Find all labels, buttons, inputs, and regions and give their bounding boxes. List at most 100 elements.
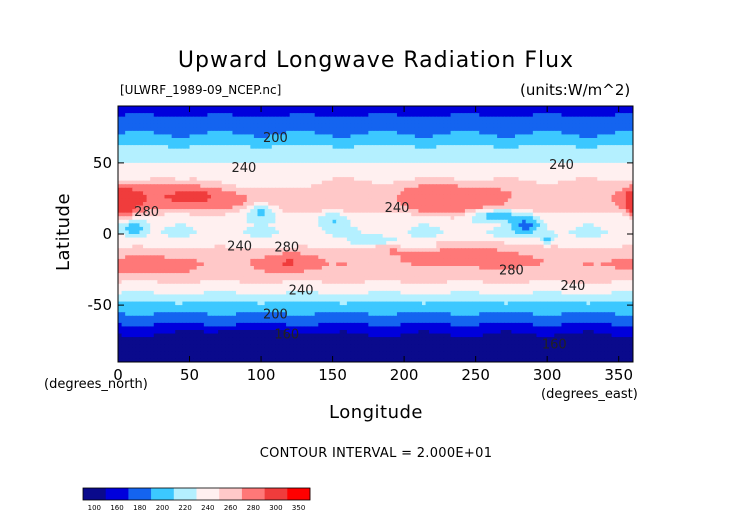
- heatmap-cell: [407, 152, 412, 157]
- heatmap-cell: [536, 109, 541, 114]
- heatmap-cell: [321, 166, 327, 171]
- heatmap-cell: [243, 145, 248, 150]
- heatmap-cell: [597, 106, 602, 111]
- heatmap-cell: [125, 173, 130, 178]
- heatmap-cell: [550, 155, 555, 160]
- heatmap-cell: [289, 170, 294, 175]
- heatmap-cell: [189, 159, 194, 164]
- heatmap-cell: [357, 162, 362, 168]
- heatmap-cell: [407, 130, 412, 136]
- heatmap-cell: [414, 141, 420, 146]
- heatmap-cell: [185, 152, 191, 157]
- heatmap-cell: [400, 152, 405, 157]
- heatmap-cell: [457, 159, 462, 164]
- heatmap-cell: [518, 148, 523, 153]
- heatmap-cell: [615, 113, 620, 118]
- heatmap-cell: [271, 106, 276, 111]
- heatmap-cell: [264, 148, 269, 153]
- heatmap-cell: [550, 123, 555, 128]
- heatmap-cell: [228, 123, 234, 128]
- heatmap-cell: [379, 152, 384, 157]
- heatmap-cell: [357, 127, 362, 132]
- heatmap-cell: [128, 106, 133, 111]
- heatmap-cell: [157, 170, 162, 175]
- heatmap-cell: [407, 113, 412, 118]
- heatmap-cell: [529, 116, 534, 121]
- heatmap-cell: [618, 130, 623, 136]
- heatmap-cell: [210, 145, 216, 150]
- heatmap-cell: [454, 127, 459, 132]
- heatmap-cell: [168, 106, 173, 111]
- heatmap-cell: [497, 173, 502, 178]
- heatmap-cell: [479, 138, 484, 143]
- heatmap-cell: [264, 159, 269, 164]
- heatmap-cell: [411, 159, 416, 164]
- heatmap-cell: [357, 141, 362, 146]
- heatmap-cell: [400, 141, 405, 146]
- heatmap-cell: [393, 170, 398, 175]
- heatmap-cell: [582, 134, 588, 139]
- heatmap-cell: [429, 155, 434, 160]
- heatmap-cell: [286, 134, 291, 139]
- heatmap-cell: [318, 170, 323, 175]
- heatmap-cell: [228, 138, 234, 143]
- heatmap-cell: [507, 152, 513, 157]
- heatmap-cell: [522, 130, 527, 136]
- heatmap-cell: [572, 109, 577, 114]
- heatmap-cell: [143, 106, 148, 111]
- heatmap-cell: [518, 123, 523, 128]
- heatmap-cell: [404, 166, 409, 171]
- heatmap-cell: [189, 152, 194, 157]
- heatmap-cell: [121, 109, 126, 114]
- heatmap-cell: [357, 148, 362, 153]
- heatmap-cell: [207, 127, 212, 132]
- heatmap-cell: [193, 113, 198, 118]
- heatmap-cell: [185, 138, 191, 143]
- heatmap-cell: [128, 152, 133, 157]
- heatmap-cell: [236, 155, 241, 160]
- heatmap-cell: [529, 113, 534, 118]
- heatmap-cell: [447, 155, 452, 160]
- heatmap-cell: [579, 130, 584, 136]
- heatmap-cell: [543, 120, 548, 125]
- heatmap-cell: [393, 127, 398, 132]
- heatmap-cell: [311, 123, 316, 128]
- heatmap-cell: [425, 145, 430, 150]
- heatmap-cell: [615, 148, 620, 153]
- heatmap-cell: [493, 134, 498, 139]
- heatmap-cell: [121, 116, 126, 121]
- heatmap-cell: [525, 116, 530, 121]
- heatmap-cell: [439, 134, 445, 139]
- heatmap-cell: [121, 159, 126, 164]
- heatmap-cell: [232, 106, 237, 111]
- heatmap-cell: [250, 159, 255, 164]
- heatmap-cell: [157, 134, 162, 139]
- heatmap-cell: [625, 106, 631, 111]
- heatmap-cell: [282, 138, 287, 143]
- heatmap-cell: [153, 173, 158, 178]
- heatmap-cell: [371, 134, 377, 139]
- heatmap-cell: [329, 130, 334, 136]
- heatmap-cell: [396, 170, 402, 175]
- heatmap-cell: [296, 116, 301, 121]
- heatmap-cell: [121, 113, 126, 118]
- heatmap-cell: [332, 162, 337, 168]
- heatmap-cell: [132, 113, 137, 118]
- heatmap-cell: [400, 106, 405, 111]
- heatmap-cell: [436, 120, 441, 125]
- heatmap-cell: [332, 120, 337, 125]
- heatmap-cell: [536, 170, 541, 175]
- heatmap-cell: [500, 145, 505, 150]
- units-label: (units:W/m^2): [520, 81, 631, 99]
- heatmap-cell: [586, 130, 591, 136]
- heatmap-cell: [268, 162, 273, 168]
- heatmap-cell: [250, 123, 255, 128]
- heatmap-cell: [432, 116, 437, 121]
- heatmap-cell: [457, 106, 462, 111]
- heatmap-cell: [339, 173, 344, 178]
- heatmap-cell: [329, 145, 334, 150]
- heatmap-cell: [210, 123, 216, 128]
- heatmap-cell: [543, 123, 548, 128]
- heatmap-cell: [189, 109, 194, 114]
- heatmap-cell: [572, 130, 577, 136]
